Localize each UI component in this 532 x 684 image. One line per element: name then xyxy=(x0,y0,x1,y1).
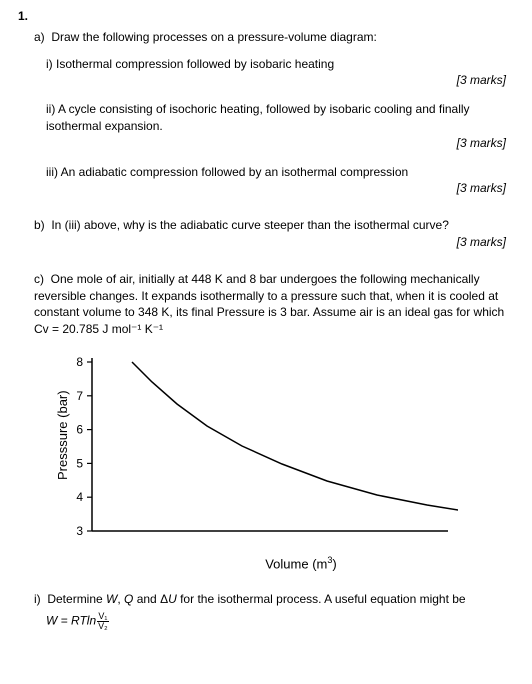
c-i-label: i) xyxy=(34,592,41,606)
subpart-c-i: i) Determine W, Q and ΔU for the isother… xyxy=(34,591,514,608)
c-i-text: Determine W, Q and ΔU for the isothermal… xyxy=(47,592,465,606)
part-c: c) One mole of air, initially at 448 K a… xyxy=(34,271,514,338)
part-a-label: a) xyxy=(34,30,45,44)
svg-text:6: 6 xyxy=(76,423,83,437)
pv-chart: Presssure (bar) 345678 Volume (m3) xyxy=(58,350,514,573)
part-c-label: c) xyxy=(34,272,44,286)
part-b-text: In (iii) above, why is the adiabatic cur… xyxy=(51,218,449,232)
formula-prefix: W = RTln xyxy=(46,614,96,628)
part-b: b) In (iii) above, why is the adiabatic … xyxy=(34,217,514,234)
a-iii-text: An adiabatic compression followed by an … xyxy=(61,165,409,179)
subpart-a-ii: ii) A cycle consisting of isochoric heat… xyxy=(46,101,514,135)
a-ii-text: A cycle consisting of isochoric heating,… xyxy=(46,102,470,133)
part-a-prompt: Draw the following processes on a pressu… xyxy=(51,30,376,44)
a-ii-label: ii) xyxy=(46,102,55,116)
svg-text:8: 8 xyxy=(76,355,83,369)
subpart-a-i: i) Isothermal compression followed by is… xyxy=(46,56,514,73)
svg-text:4: 4 xyxy=(76,490,83,504)
x-axis-label: Volume (m3) xyxy=(88,554,514,574)
subpart-a-iii: iii) An adiabatic compression followed b… xyxy=(46,164,514,181)
part-a: a) Draw the following processes on a pre… xyxy=(34,29,514,46)
a-i-label: i) xyxy=(46,57,53,71)
c-i-formula: W = RTlnV₁V₂ xyxy=(46,612,514,631)
part-c-text: One mole of air, initially at 448 K and … xyxy=(34,272,504,336)
a-iii-marks: [3 marks] xyxy=(18,180,506,197)
a-ii-marks: [3 marks] xyxy=(18,135,506,152)
a-iii-label: iii) xyxy=(46,165,58,179)
b-marks: [3 marks] xyxy=(18,234,506,251)
svg-text:7: 7 xyxy=(76,389,83,403)
part-b-label: b) xyxy=(34,218,45,232)
chart-svg: 3 4 5 6 7 8 xyxy=(58,350,458,545)
frac-bot: V₂ xyxy=(97,622,109,631)
x-axis-text: Volume (m xyxy=(265,556,327,571)
svg-text:3: 3 xyxy=(76,524,83,538)
y-axis-label: Presssure (bar) xyxy=(54,390,72,480)
question-number: 1. xyxy=(18,8,514,25)
x-axis-close: ) xyxy=(332,556,336,571)
a-i-marks: [3 marks] xyxy=(18,72,506,89)
a-i-text: Isothermal compression followed by isoba… xyxy=(56,57,334,71)
svg-text:5: 5 xyxy=(76,456,83,470)
